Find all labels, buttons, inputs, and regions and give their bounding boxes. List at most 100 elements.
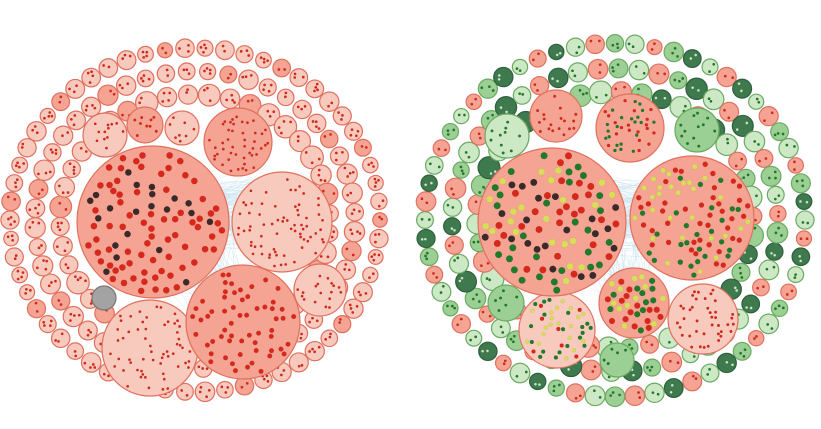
leaf-node — [493, 298, 498, 303]
leaf-node — [45, 259, 49, 263]
leaf-node — [299, 235, 303, 239]
leaf-node — [20, 275, 24, 279]
small-cluster — [320, 329, 339, 348]
leaf-node — [645, 324, 652, 332]
leaf-node — [636, 130, 640, 134]
leaf-node — [554, 167, 562, 175]
leaf-node — [619, 125, 624, 130]
leaf-node — [250, 98, 254, 102]
leaf-node — [567, 335, 572, 340]
small-cluster — [442, 300, 459, 317]
leaf-node — [606, 129, 610, 133]
leaf-node — [66, 131, 70, 134]
leaf-node — [167, 272, 174, 279]
leaf-node — [263, 128, 267, 132]
leaf-node — [127, 330, 131, 334]
leaf-node — [554, 305, 560, 310]
leaf-node — [740, 157, 744, 161]
leaf-node — [90, 70, 94, 74]
leaf-node — [474, 335, 478, 339]
leaf-node — [680, 134, 684, 138]
cluster-circle — [511, 58, 529, 76]
leaf-node — [106, 204, 114, 212]
leaf-node — [798, 254, 802, 258]
leaf-node — [165, 350, 169, 353]
leaf-node — [263, 143, 267, 147]
small-cluster — [197, 83, 221, 107]
cluster-circle — [272, 58, 292, 78]
leaf-node — [638, 396, 642, 400]
leaf-node — [222, 294, 228, 300]
leaf-node — [136, 328, 140, 331]
leaf-node — [486, 116, 490, 120]
leaf-node — [185, 91, 189, 94]
small-cluster — [52, 125, 74, 146]
cluster-circle — [341, 182, 363, 204]
small-cluster — [743, 130, 766, 153]
cluster-circle — [769, 205, 787, 223]
leaf-node — [239, 49, 243, 53]
leaf-node — [186, 49, 190, 53]
leaf-node — [126, 82, 130, 86]
leaf-node — [176, 157, 184, 165]
leaf-node — [752, 337, 756, 341]
leaf-node — [800, 179, 804, 182]
leaf-node — [64, 263, 68, 266]
small-cluster — [336, 163, 358, 185]
leaf-node — [654, 96, 658, 100]
leaf-node — [665, 239, 672, 246]
large-cluster — [667, 283, 739, 355]
leaf-node — [300, 363, 304, 367]
small-cluster — [732, 78, 753, 99]
leaf-node — [347, 268, 351, 272]
medium-cluster — [595, 93, 665, 163]
cluster-circle — [512, 86, 532, 105]
leaf-node — [557, 127, 561, 131]
leaf-node — [695, 319, 699, 323]
leaf-node — [702, 345, 706, 349]
leaf-node — [266, 109, 270, 113]
leaf-node — [348, 171, 352, 175]
leaf-node — [559, 116, 563, 120]
small-cluster — [760, 165, 782, 187]
leaf-node — [58, 201, 62, 205]
leaf-node — [249, 240, 253, 244]
leaf-node — [213, 154, 217, 158]
leaf-node — [346, 193, 350, 197]
leaf-node — [207, 388, 211, 392]
cluster-circle — [663, 41, 684, 63]
leaf-node — [589, 271, 597, 279]
leaf-node — [627, 309, 634, 316]
leaf-node — [509, 337, 513, 341]
leaf-node — [285, 219, 289, 222]
leaf-node — [148, 233, 156, 240]
leaf-node — [260, 132, 264, 136]
leaf-node — [212, 205, 220, 212]
cluster-circle — [778, 137, 799, 159]
leaf-node — [697, 181, 704, 188]
cluster-circle — [1, 191, 21, 212]
cluster-circle — [442, 300, 459, 317]
leaf-node — [634, 311, 641, 318]
small-cluster — [80, 352, 102, 373]
cluster-circle — [40, 273, 62, 295]
leaf-node — [616, 63, 620, 67]
leaf-node — [698, 345, 702, 349]
cluster-circle — [126, 106, 164, 144]
leaf-node — [450, 304, 454, 308]
leaf-node — [727, 116, 731, 120]
leaf-node — [726, 323, 730, 327]
small-cluster — [646, 39, 663, 56]
leaf-node — [697, 220, 703, 227]
small-cluster — [769, 205, 787, 223]
leaf-node — [616, 46, 620, 50]
small-cluster — [98, 58, 119, 78]
leaf-node — [558, 106, 562, 110]
leaf-node — [432, 271, 435, 275]
leaf-node — [85, 242, 92, 249]
leaf-node — [179, 264, 186, 272]
leaf-node — [37, 192, 41, 196]
leaf-node — [252, 166, 256, 170]
small-cluster — [458, 141, 480, 164]
small-cluster — [177, 62, 196, 81]
